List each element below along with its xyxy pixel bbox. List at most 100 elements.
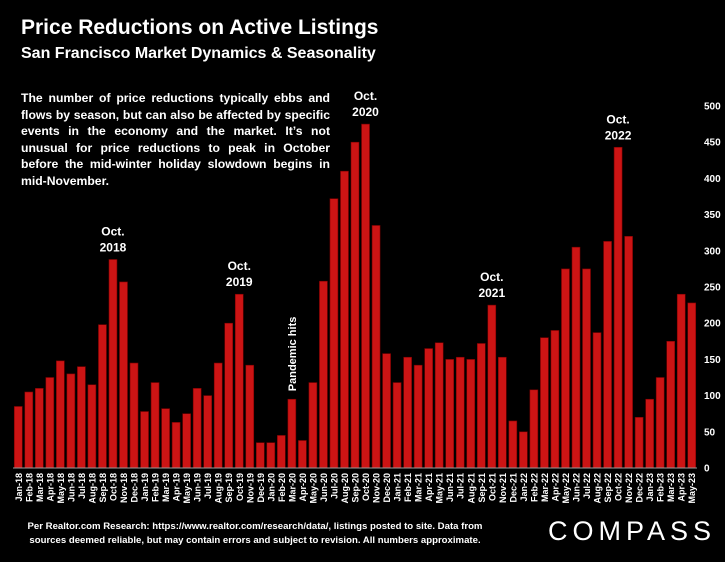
x-tick-label: Jan-18 (14, 473, 24, 502)
x-tick-label: Jun-20 (319, 473, 329, 502)
bar-sep-21 (476, 343, 486, 469)
x-tick-label: May-20 (308, 473, 318, 504)
annotation-oct-19: 2019 (226, 275, 253, 289)
annotation-oct-18: 2018 (100, 240, 127, 254)
bar-sep-20 (350, 141, 360, 469)
x-tick-label: Nov-22 (624, 473, 634, 503)
x-tick-label: Oct-20 (361, 473, 371, 501)
bar-feb-19 (150, 382, 160, 469)
y-tick-label: 400 (704, 174, 721, 185)
x-tick-label: Apr-18 (45, 473, 55, 502)
bar-apr-20 (298, 440, 307, 469)
y-tick-label: 250 (704, 283, 721, 294)
bar-feb-23 (655, 377, 665, 469)
bar-jan-18 (13, 406, 23, 469)
y-tick-label: 350 (704, 210, 721, 221)
bar-jul-22 (582, 268, 591, 469)
annotation-oct-20: 2020 (352, 105, 379, 119)
x-tick-label: Sep-20 (351, 473, 361, 503)
x-tick-label: Jul-22 (582, 473, 592, 499)
annotation-oct-18: Oct. (101, 224, 124, 238)
x-tick-label: Oct-19 (235, 473, 245, 501)
bar-jan-22 (519, 431, 528, 469)
bar-apr-18 (45, 377, 55, 469)
bar-feb-21 (403, 356, 412, 469)
x-tick-label: Dec-18 (130, 473, 140, 503)
annotation-oct-21: 2021 (478, 286, 505, 300)
x-tick-label: Mar-23 (666, 473, 676, 502)
bar-nov-21 (498, 356, 507, 469)
x-tick-label: Dec-21 (508, 473, 518, 503)
x-tick-label: Sep-19 (224, 473, 234, 503)
x-tick-label: Jul-19 (203, 473, 213, 499)
x-tick-label: May-18 (56, 473, 66, 504)
y-tick-label: 100 (704, 391, 721, 402)
bar-feb-18 (24, 391, 34, 469)
annotation-oct-22: Oct. (606, 112, 629, 126)
x-tick-label: Dec-22 (635, 473, 645, 503)
x-tick-label: Feb-23 (656, 473, 666, 502)
bar-jun-20 (319, 280, 328, 469)
bar-mar-22 (540, 337, 549, 469)
x-tick-label: Oct-22 (614, 473, 624, 501)
annotation-oct-20: Oct. (354, 89, 377, 103)
bar-dec-22 (634, 417, 644, 469)
bar-jun-22 (571, 246, 581, 469)
x-tick-label: Oct-18 (108, 473, 118, 501)
x-tick-label: Apr-20 (298, 473, 308, 502)
x-tick-label: Mar-19 (161, 473, 171, 502)
x-tick-label: Nov-20 (372, 473, 382, 503)
y-tick-label: 200 (704, 319, 721, 330)
bar-jan-20 (266, 442, 276, 469)
chart-subtitle: San Francisco Market Dynamics & Seasonal… (21, 45, 376, 62)
bar-may-23 (687, 302, 697, 469)
x-tick-label: Jun-22 (571, 473, 581, 502)
brand-logo: COMPASS (548, 516, 717, 546)
x-tick-label: Apr-19 (172, 473, 182, 502)
x-tick-label: Feb-22 (529, 473, 539, 502)
x-tick-label: Oct-21 (487, 473, 497, 501)
x-tick-label: Jul-20 (329, 473, 339, 499)
x-tick-label: Nov-18 (119, 473, 129, 503)
bar-aug-21 (466, 359, 476, 469)
x-tick-label: Mar-20 (287, 473, 297, 502)
bar-dec-20 (382, 353, 391, 469)
x-tick-label: Aug-21 (466, 473, 476, 504)
bar-aug-19 (213, 362, 223, 469)
x-tick-label: May-22 (561, 473, 571, 504)
bar-apr-22 (550, 330, 560, 469)
y-tick-label: 0 (704, 464, 710, 475)
bar-aug-18 (87, 384, 97, 469)
x-tick-label: May-21 (435, 473, 445, 504)
bar-sep-22 (603, 241, 612, 469)
chart-title: Price Reductions on Active Listings (21, 16, 379, 39)
x-tick-label: Jan-22 (519, 473, 529, 502)
x-tick-label: Jan-21 (393, 473, 403, 502)
source-note: Per Realtor.com Research: https://www.re… (24, 520, 486, 548)
x-tick-label: Mar-22 (540, 473, 550, 502)
bar-nov-19 (245, 364, 255, 469)
x-tick-label: Jan-23 (645, 473, 655, 502)
bar-oct-22 (613, 146, 623, 469)
y-tick-label: 150 (704, 355, 721, 366)
bar-jun-18 (66, 373, 76, 469)
bar-oct-18 (108, 259, 118, 469)
bar-may-19 (182, 413, 191, 469)
bar-mar-21 (413, 364, 423, 469)
bar-sep-19 (224, 322, 234, 469)
y-tick-label: 500 (704, 102, 721, 113)
x-tick-label: Jan-20 (266, 473, 276, 502)
bar-aug-22 (592, 332, 602, 469)
x-tick-label: Jul-21 (456, 473, 466, 499)
bar-mar-23 (666, 340, 675, 469)
y-tick-label: 450 (704, 138, 721, 149)
x-tick-label: Feb-20 (277, 473, 287, 502)
x-tick-label: Apr-23 (677, 473, 687, 502)
bar-may-22 (561, 268, 570, 469)
bar-dec-18 (129, 362, 139, 469)
x-tick-label: Feb-21 (403, 473, 413, 502)
bar-nov-22 (624, 236, 633, 469)
x-tick-label: Sep-18 (98, 473, 108, 503)
y-tick-label: 300 (704, 246, 721, 257)
bar-jan-19 (140, 411, 149, 469)
